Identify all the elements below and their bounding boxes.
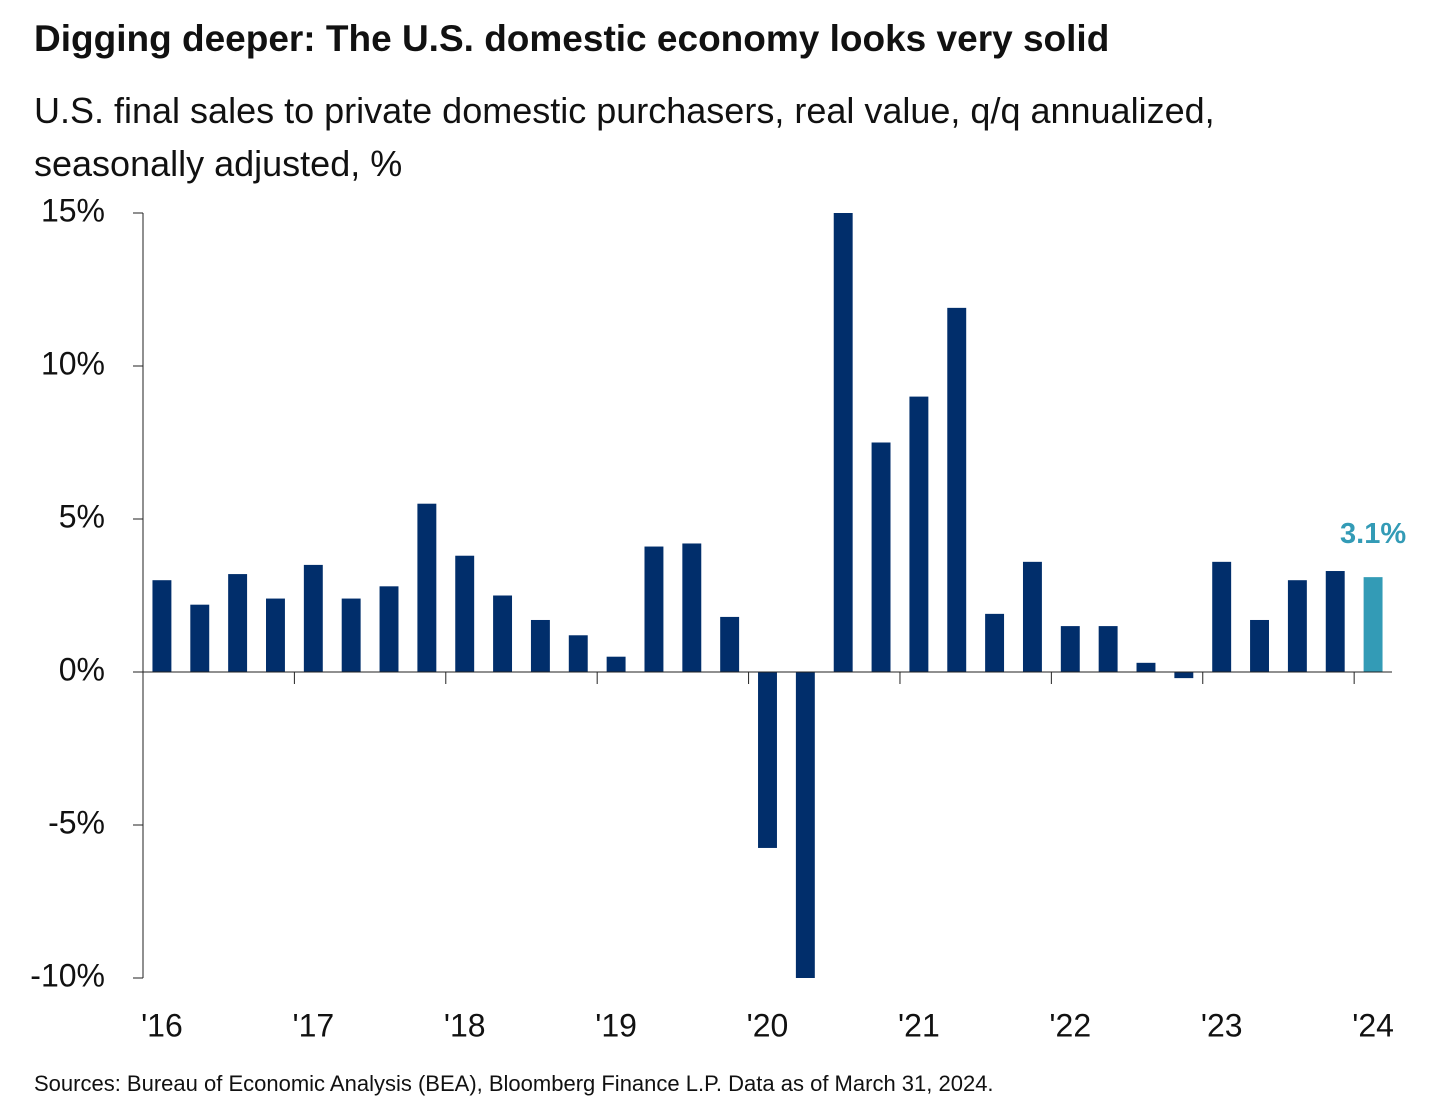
bar: [530, 619, 550, 672]
bar: [947, 307, 967, 672]
bar: [1287, 580, 1307, 672]
bar: [606, 656, 626, 672]
bar: [568, 635, 588, 672]
chart: -10% -5% 0% 5% 10% 15% '16 '17 '18 '19 '20 '21 '22 '2…: [30, 192, 1406, 1043]
bar: [909, 396, 929, 672]
bar: [1022, 561, 1042, 672]
bar: [1250, 619, 1269, 672]
x-tick-label: '16: [141, 1007, 183, 1043]
x-tick-label: '20: [747, 1007, 789, 1043]
y-tick-label: 15%: [41, 192, 105, 228]
bar: [720, 616, 740, 672]
bar: [1098, 626, 1118, 672]
bar: [1212, 561, 1232, 672]
chart-subtitle: U.S. final sales to private domestic pur…: [34, 90, 1215, 184]
x-tick-label: '19: [595, 1007, 637, 1043]
value-label: 3.1%: [1340, 518, 1406, 550]
bar: [1174, 672, 1194, 679]
y-tick-label: -10%: [30, 957, 105, 993]
chart-title: Digging deeper: The U.S. domestic econom…: [34, 18, 1110, 59]
bar: [833, 213, 853, 672]
bar: [417, 503, 437, 672]
bar: [758, 672, 777, 848]
x-tick-label: '18: [444, 1007, 486, 1043]
x-tick-label: '21: [898, 1007, 940, 1043]
x-tick-label: '24: [1352, 1007, 1394, 1043]
y-tick-label: -5%: [48, 804, 105, 840]
bar: [190, 604, 210, 672]
x-tick-label: '23: [1201, 1007, 1243, 1043]
bar: [228, 574, 248, 672]
source-note: Sources: Bureau of Economic Analysis (BE…: [34, 1071, 994, 1096]
bar: [1325, 571, 1345, 672]
bar: [795, 672, 815, 978]
bar: [644, 546, 664, 672]
bar: [985, 613, 1005, 672]
bar: [379, 586, 399, 672]
bar: [493, 595, 513, 672]
bar: [1363, 577, 1383, 672]
bar: [341, 598, 361, 672]
bar: [1136, 662, 1156, 672]
y-tick-label: 5%: [59, 498, 105, 534]
bar: [152, 580, 172, 672]
y-tick-label: 0%: [59, 651, 105, 687]
bar: [303, 564, 323, 672]
x-tick-label: '22: [1049, 1007, 1091, 1043]
x-tick-label: '17: [292, 1007, 334, 1043]
bar: [1060, 626, 1080, 672]
bar: [455, 555, 475, 672]
bar: [266, 598, 285, 672]
bar: [682, 543, 702, 672]
y-tick-label: 10%: [41, 345, 105, 381]
bar: [871, 442, 891, 672]
